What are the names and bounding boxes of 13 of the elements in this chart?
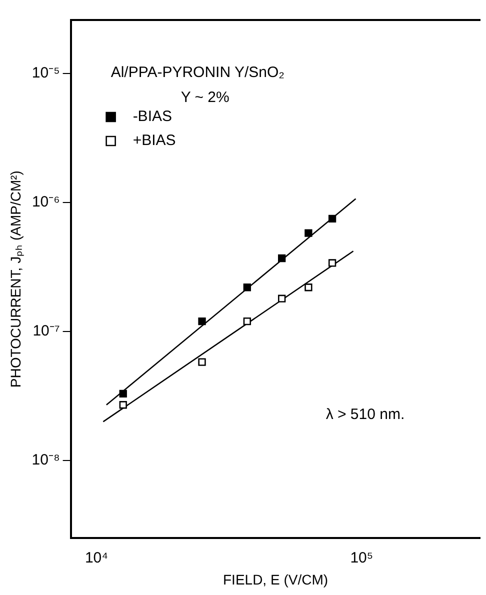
y-tick-label: 10⁻⁵ [32,64,60,82]
y-tick-label: 10⁻⁶ [32,194,60,211]
legend-label: -BIAS [132,108,172,126]
y-tick-label: 10⁻⁷ [32,322,60,340]
x-tick-label: 10⁴ [84,549,108,566]
annotation: Y ~ 2% [180,89,230,106]
legend-label: +BIAS [132,132,176,150]
x-tick-label: 10⁵ [350,549,374,566]
y-axis-title: PHOTOCURRENT, Jₚₕ (AMP/CM²) [7,170,24,388]
annotation: Al/PPA-PYRONIN Y/SnO₂ [110,64,285,82]
x-axis-title: FIELD, E (V/CM) [223,571,328,588]
annotation: λ > 510 nm. [326,406,405,424]
y-tick-label: 10⁻⁸ [32,452,60,469]
